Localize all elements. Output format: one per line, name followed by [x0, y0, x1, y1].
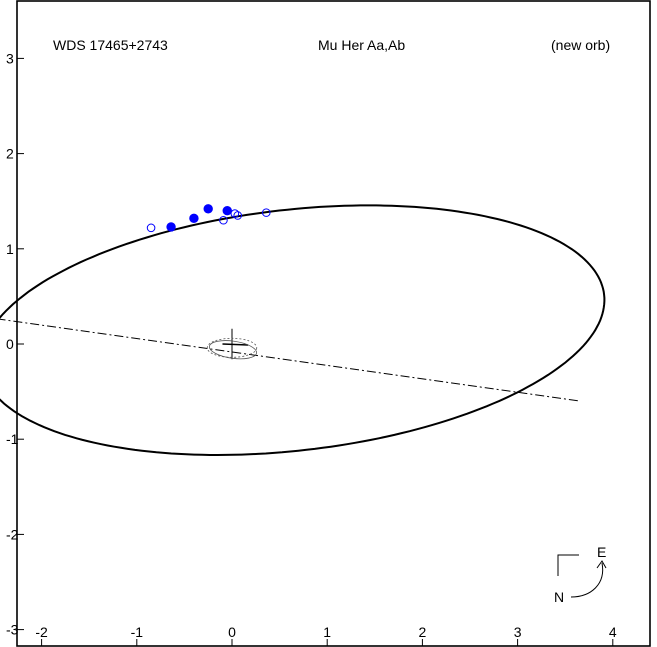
open-data-point — [230, 209, 240, 218]
y-tick-label: 2 — [6, 146, 14, 162]
x-tick-label: 0 — [228, 624, 236, 640]
x-tick-label: 1 — [323, 624, 331, 640]
y-tick-label: -1 — [6, 431, 19, 447]
open-data-point — [233, 211, 243, 220]
axis-ticks: -2 -1 0 1 2 3 4 -3 -2 -1 0 1 2 3 — [6, 50, 617, 646]
observation-points — [146, 204, 271, 233]
y-tick-label: 3 — [6, 50, 14, 66]
open-data-point — [146, 223, 156, 233]
center-cross-h — [222, 343, 249, 346]
x-tick-label: 3 — [514, 624, 522, 640]
orbit-ellipse — [0, 204, 606, 456]
filled-data-point — [203, 204, 213, 214]
compass-rose: E N — [554, 544, 607, 605]
y-tick-label: 1 — [6, 241, 14, 257]
compass-arrow — [570, 562, 604, 598]
error-ellipse-dotted — [206, 337, 258, 358]
filled-data-point — [222, 206, 232, 216]
header-left: WDS 17465+2743 — [53, 37, 168, 53]
x-tick-label: 4 — [609, 624, 617, 640]
filled-data-point — [166, 222, 176, 232]
line-of-apsides — [0, 318, 581, 402]
arrow-head-icon — [596, 560, 607, 569]
y-tick-label: -2 — [6, 526, 19, 542]
header-center: Mu Her Aa,Ab — [318, 37, 405, 53]
filled-data-point — [189, 213, 199, 224]
x-tick-label: -1 — [131, 624, 144, 640]
y-tick-label: 0 — [6, 336, 14, 352]
header-right: (new orb) — [551, 37, 610, 53]
compass-north-label: N — [554, 589, 564, 605]
primary-star-marker — [206, 328, 258, 360]
plot-frame — [16, 0, 651, 647]
compass-east-label: E — [597, 544, 606, 560]
y-tick-label: -3 — [6, 622, 19, 638]
compass-north-line — [557, 554, 579, 576]
x-tick-label: -2 — [35, 624, 48, 640]
open-data-point — [219, 215, 228, 225]
open-data-point — [261, 208, 271, 217]
x-tick-label: 2 — [419, 624, 427, 640]
error-ellipse-solid — [208, 340, 257, 360]
